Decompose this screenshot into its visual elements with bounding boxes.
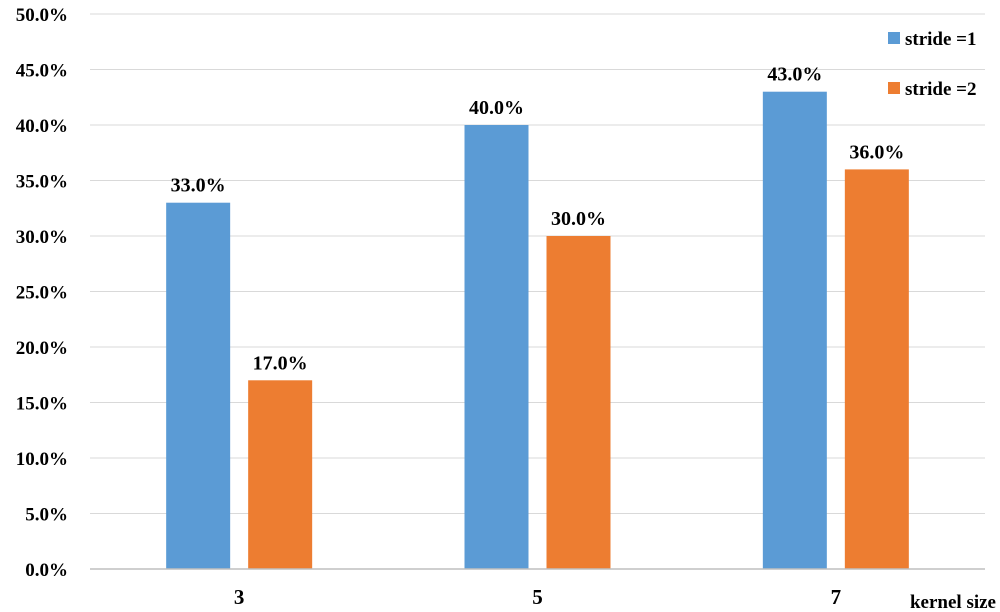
legend-label-stride-2: stride =2 [905,79,977,100]
y-tick-label: 20.0% [16,338,68,359]
data-label: 36.0% [849,141,904,163]
x-tick-label: 3 [234,585,245,609]
bar-stride-2-k3 [248,380,313,569]
y-tick-label: 25.0% [16,283,68,304]
bar-stride-2-k7 [844,169,909,569]
y-tick-label: 10.0% [16,449,68,470]
data-labels: 33.0% 17.0% 40.0% 30.0% 43.0% 36.0% [171,64,905,375]
data-label: 33.0% [171,175,226,197]
bar-stride-1-k3 [166,202,231,569]
y-tick-label: 35.0% [16,172,68,193]
x-tick-label: 5 [532,585,543,609]
data-label: 17.0% [253,352,308,374]
y-tick-label: 45.0% [16,61,68,82]
bar-stride-1-k7 [762,91,827,569]
data-label: 30.0% [551,208,606,230]
y-tick-label: 30.0% [16,227,68,248]
x-tick-label: 7 [831,585,842,609]
legend-swatch-stride-1 [888,32,900,44]
legend-swatch-stride-2 [888,82,900,94]
bar-stride-2-k5 [546,236,611,569]
y-tick-label: 40.0% [16,116,68,137]
x-axis-ticks: 3 5 7 [234,585,841,609]
gridlines [90,13,985,514]
y-axis-ticks: 0.0% 5.0% 10.0% 15.0% 20.0% 25.0% 30.0% 35.0% 40… [16,5,68,581]
y-tick-label: 50.0% [16,5,68,26]
data-label: 43.0% [767,64,822,86]
y-tick-label: 5.0% [25,505,68,526]
bars [166,91,909,569]
data-label: 40.0% [469,97,524,119]
legend-label-stride-1: stride =1 [905,29,977,50]
legend: stride =1 stride =2 [888,29,977,100]
y-tick-label: 0.0% [25,560,68,581]
bar-stride-1-k5 [464,125,529,569]
x-axis-title: kernel size [910,592,996,612]
y-tick-label: 15.0% [16,394,68,415]
